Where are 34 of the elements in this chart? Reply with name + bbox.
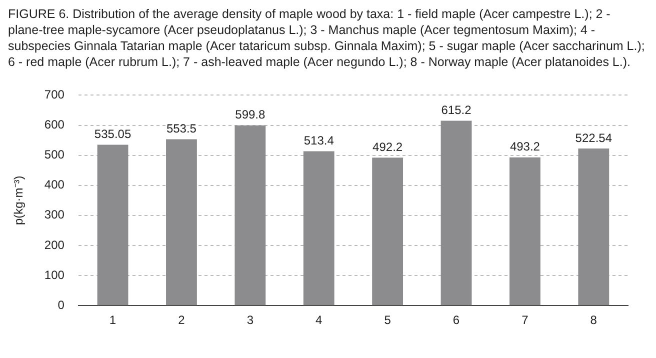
- y-tick-label: 100: [44, 268, 65, 282]
- x-tick-label: 1: [109, 313, 116, 328]
- bar: [234, 125, 266, 306]
- y-tick-label: 700: [44, 88, 65, 102]
- y-tick-label: 300: [44, 208, 65, 222]
- x-tick-label: 8: [590, 313, 598, 328]
- bar: [578, 148, 610, 306]
- data-label: 522.54: [575, 130, 612, 145]
- data-label: 553.5: [166, 122, 197, 136]
- y-tick-label: 0: [58, 298, 65, 312]
- x-tick-label: 2: [178, 313, 186, 328]
- x-tick-label: 5: [384, 313, 392, 328]
- y-axis-title: p(kg·m⁻³): [12, 176, 26, 226]
- y-tick-label: 600: [44, 118, 65, 132]
- bar: [97, 144, 128, 306]
- x-tick-label: 7: [522, 313, 529, 328]
- x-tick-label: 4: [316, 313, 323, 328]
- x-tick-label: 3: [246, 313, 254, 328]
- x-tick-label: 6: [452, 313, 460, 328]
- y-tick-label: 200: [44, 238, 65, 252]
- data-label: 615.2: [441, 103, 472, 117]
- y-tick-label: 400: [44, 178, 65, 192]
- bar: [440, 120, 472, 306]
- bar: [372, 158, 404, 306]
- data-label: 513.4: [304, 134, 334, 148]
- data-label: 492.2: [372, 140, 403, 154]
- bar: [509, 157, 540, 306]
- bar: [166, 139, 197, 306]
- chart-title: FIGURE 6. Distribution of the average density of maple wood by taxa: 1 - field maple (Acer campestre L.); 2 - plane-tree maple-sycamore (Acer pseudoplatanus L.); 3 - Manchus maple (Acer tegmentosum Maxim); 4 - subspecies Ginnala Tatarian maple (Acer tataricum subsp. Ginnala Maxim); 5 - sugar maple (Acer saccharinum L.); 6 - red maple (Acer rubrum L.); 7 - ash-leaved maple (Acer negundo L.); 8 - Norway maple (Acer platanoides L.).: [8, 6, 646, 70]
- data-label: 599.8: [235, 108, 266, 122]
- bar: [303, 151, 334, 306]
- data-label: 493.2: [510, 140, 540, 154]
- data-label: 535.05: [94, 127, 132, 142]
- y-tick-label: 500: [44, 148, 65, 162]
